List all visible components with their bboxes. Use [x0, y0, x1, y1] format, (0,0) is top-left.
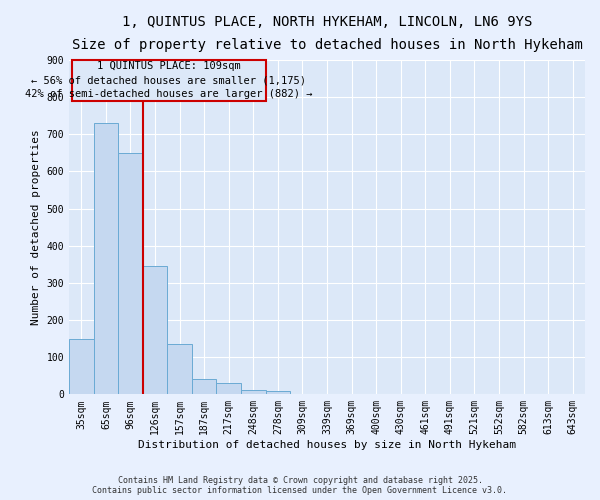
- Bar: [266, 392, 290, 394]
- Bar: [167, 344, 192, 395]
- Title: 1, QUINTUS PLACE, NORTH HYKEHAM, LINCOLN, LN6 9YS
Size of property relative to d: 1, QUINTUS PLACE, NORTH HYKEHAM, LINCOLN…: [71, 15, 583, 52]
- Bar: [118, 153, 143, 394]
- Bar: [94, 123, 118, 394]
- Y-axis label: Number of detached properties: Number of detached properties: [31, 129, 41, 325]
- X-axis label: Distribution of detached houses by size in North Hykeham: Distribution of detached houses by size …: [138, 440, 516, 450]
- Bar: [143, 266, 167, 394]
- Text: 1 QUINTUS PLACE: 109sqm
← 56% of detached houses are smaller (1,175)
42% of semi: 1 QUINTUS PLACE: 109sqm ← 56% of detache…: [25, 62, 313, 100]
- Text: Contains HM Land Registry data © Crown copyright and database right 2025.
Contai: Contains HM Land Registry data © Crown c…: [92, 476, 508, 495]
- Bar: [69, 338, 94, 394]
- Bar: [241, 390, 266, 394]
- Bar: [217, 383, 241, 394]
- Bar: [192, 380, 217, 394]
- FancyBboxPatch shape: [71, 60, 266, 101]
